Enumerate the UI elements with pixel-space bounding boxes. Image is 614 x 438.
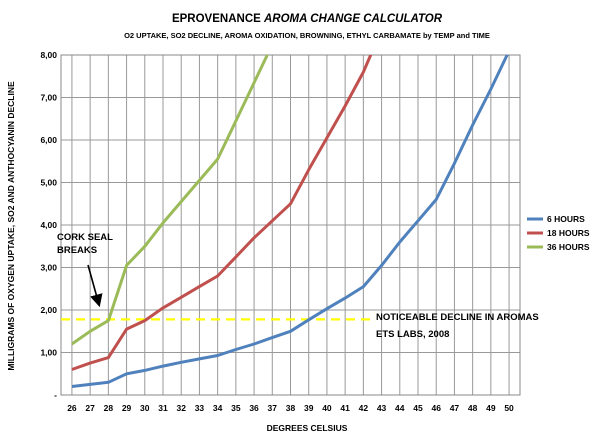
x-tick-label: 29 bbox=[122, 403, 132, 413]
gridlines bbox=[60, 54, 521, 396]
y-tick-label: 6,00 bbox=[40, 135, 57, 145]
y-tick-label: 2,00 bbox=[40, 305, 57, 315]
x-tick-label: 31 bbox=[158, 403, 168, 413]
decline-annotation-line1: NOTICEABLE DECLINE IN AROMAS bbox=[376, 312, 539, 323]
series-line-2 bbox=[71, 55, 373, 371]
x-tick-label: 37 bbox=[268, 403, 278, 413]
series-line-1 bbox=[71, 55, 509, 388]
x-tick-label: 27 bbox=[85, 403, 95, 413]
x-tick-label: 45 bbox=[413, 403, 423, 413]
y-axis-ticks: - 1,00 2,00 3,00 4,00 5,00 6,00 7,00 8,00 bbox=[40, 50, 57, 400]
x-tick-label: 28 bbox=[104, 403, 114, 413]
legend: 6 HOURS 18 HOURS 36 HOURS bbox=[527, 214, 590, 252]
x-tick-label: 41 bbox=[340, 403, 350, 413]
legend-label: 36 HOURS bbox=[547, 242, 590, 252]
x-tick-label: 33 bbox=[195, 403, 205, 413]
cork-seal-arrow bbox=[87, 264, 103, 308]
series-line-3 bbox=[71, 55, 269, 346]
plot-frame bbox=[60, 54, 521, 396]
x-tick-label: 36 bbox=[249, 403, 259, 413]
cork-seal-annotation-line2: BREAKS bbox=[57, 245, 97, 256]
x-axis-label: DEGREES CELSIUS bbox=[267, 423, 348, 433]
x-tick-label: 39 bbox=[304, 403, 314, 413]
y-axis-label: MILLIGRAMS OF OXYGEN UPTAKE, SO2 AND ANT… bbox=[6, 81, 16, 371]
x-tick-label: 44 bbox=[395, 403, 405, 413]
y-tick-label: 4,00 bbox=[40, 220, 57, 230]
x-tick-label: 34 bbox=[213, 403, 223, 413]
x-tick-label: 26 bbox=[67, 403, 77, 413]
chart-title: EPROVENANCE AROMA CHANGE CALCULATOR bbox=[172, 13, 443, 25]
x-tick-label: 46 bbox=[431, 403, 441, 413]
cork-seal-annotation-line1: CORK SEAL bbox=[57, 232, 113, 243]
y-tick-label: 1,00 bbox=[40, 348, 57, 358]
x-tick-label: 47 bbox=[450, 403, 460, 413]
x-tick-label: 50 bbox=[504, 403, 514, 413]
x-tick-label: 40 bbox=[322, 403, 332, 413]
x-tick-label: 38 bbox=[286, 403, 296, 413]
y-tick-label: - bbox=[54, 390, 57, 400]
x-tick-label: 35 bbox=[231, 403, 241, 413]
legend-label: 18 HOURS bbox=[547, 228, 590, 238]
x-tick-label: 43 bbox=[377, 403, 387, 413]
chart-subtitle: O2 UPTAKE, SO2 DECLINE, AROMA OXIDATION,… bbox=[124, 31, 490, 40]
y-tick-label: 7,00 bbox=[40, 93, 57, 103]
x-tick-label: 32 bbox=[176, 403, 186, 413]
y-tick-label: 8,00 bbox=[40, 50, 57, 60]
x-axis-ticks: 26 27 28 29 30 31 32 33 34 35 36 37 38 39 40 41 42 43 44 45… bbox=[67, 403, 514, 413]
x-tick-label: 49 bbox=[486, 403, 496, 413]
x-tick-label: 48 bbox=[468, 403, 478, 413]
y-tick-label: 5,00 bbox=[40, 178, 57, 188]
x-tick-label: 30 bbox=[140, 403, 150, 413]
y-tick-label: 3,00 bbox=[40, 263, 57, 273]
x-tick-label: 42 bbox=[359, 403, 369, 413]
legend-label: 6 HOURS bbox=[547, 214, 585, 224]
series-lines bbox=[71, 55, 509, 388]
decline-annotation-line2: ETS LABS, 2008 bbox=[376, 329, 449, 340]
